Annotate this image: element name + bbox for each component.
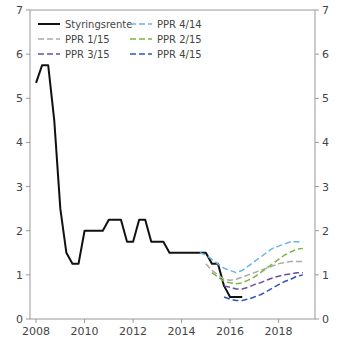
x-tick	[84, 319, 85, 323]
y-tick	[26, 274, 30, 275]
lines	[36, 65, 303, 300]
legend-label: PPR 2/15	[157, 34, 202, 45]
y2-tick-label: 7	[322, 4, 329, 17]
y-tick	[26, 186, 30, 187]
x-axis: 2008 2010 2012 2014 2016 2018	[22, 319, 293, 338]
y2-tick-label: 4	[322, 136, 329, 149]
legend-swatch	[38, 38, 60, 40]
x-tick-label: 2012	[119, 325, 147, 338]
x-tick-label: 2010	[71, 325, 99, 338]
legend-label: Styringsrente	[65, 19, 132, 30]
legend-swatch	[38, 23, 60, 25]
y2-tick	[315, 10, 319, 11]
y2-axis: 0 1 2 3 4 5 6 7	[315, 4, 329, 326]
series-line	[224, 273, 303, 289]
chart: 2008 2010 2012 2014 2016 2018 0 1 2 3 4 5 6 7 0 1 2 3 4 5 6 7…	[0, 0, 345, 345]
y2-tick	[315, 142, 319, 143]
legend-swatch	[130, 38, 152, 40]
y2-tick-label: 1	[322, 269, 329, 282]
x-tick	[181, 319, 182, 323]
x-tick	[133, 319, 134, 323]
y2-tick	[315, 186, 319, 187]
y2-tick	[315, 230, 319, 231]
series-line	[200, 242, 303, 273]
y2-tick-label: 6	[322, 48, 329, 61]
y2-tick	[315, 54, 319, 55]
y2-tick	[315, 98, 319, 99]
y-tick-label: 5	[16, 92, 23, 105]
x-tick	[278, 319, 279, 323]
y-tick-label: 3	[16, 181, 23, 194]
y-tick	[26, 98, 30, 99]
y-tick-label: 4	[16, 136, 23, 149]
legend-swatch	[130, 53, 152, 55]
x-tick-label: 2008	[22, 325, 50, 338]
legend-label: PPR 4/14	[157, 19, 202, 30]
y2-tick-label: 5	[322, 92, 329, 105]
x-tick	[230, 319, 231, 323]
y2-tick-label: 3	[322, 181, 329, 194]
x-tick-label: 2014	[168, 325, 196, 338]
y-tick-label: 0	[16, 313, 23, 326]
y2-tick	[315, 274, 319, 275]
x-tick-label: 2016	[216, 325, 244, 338]
legend-label: PPR 4/15	[157, 49, 202, 60]
series-line	[224, 275, 303, 301]
x-tick	[36, 319, 37, 323]
legend-swatch	[38, 53, 60, 55]
y-tick	[26, 54, 30, 55]
series-line	[212, 248, 303, 283]
y2-tick-label: 2	[322, 225, 329, 238]
y-tick-label: 1	[16, 269, 23, 282]
legend-swatch	[130, 23, 152, 25]
legend-label: PPR 1/15	[65, 34, 110, 45]
y-tick	[26, 10, 30, 11]
plot-frame	[30, 10, 315, 319]
y-tick-label: 7	[16, 4, 23, 17]
y-tick	[26, 230, 30, 231]
y-tick-label: 2	[16, 225, 23, 238]
y-tick	[26, 142, 30, 143]
legend: Styringsrente PPR 4/14 PPR 1/15 PPR 2/15 PPR…	[38, 19, 202, 60]
y-tick	[26, 319, 30, 320]
y-tick-label: 6	[16, 48, 23, 61]
legend-label: PPR 3/15	[65, 49, 110, 60]
y-axis: 0 1 2 3 4 5 6 7	[16, 4, 30, 326]
x-tick-label: 2018	[265, 325, 293, 338]
y2-tick	[315, 319, 319, 320]
series-line	[36, 65, 242, 297]
y2-tick-label: 0	[322, 313, 329, 326]
